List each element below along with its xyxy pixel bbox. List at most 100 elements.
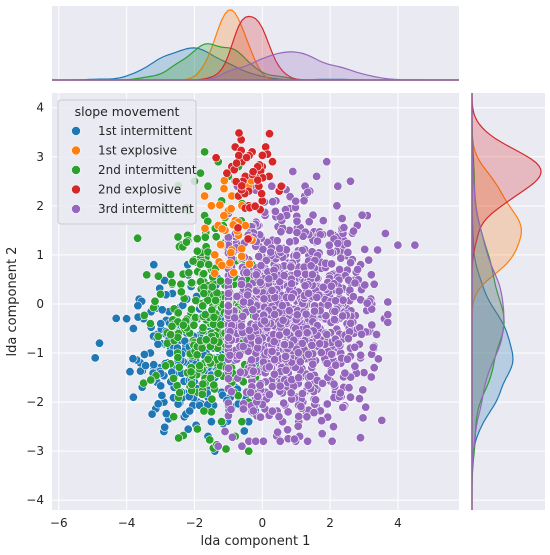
data-point [200, 223, 210, 233]
data-point [209, 380, 219, 390]
data-point [268, 197, 278, 207]
data-point [284, 306, 294, 316]
data-point [232, 158, 242, 168]
y-tick-label: 1 [36, 248, 44, 262]
y-tick-label: −4 [26, 493, 44, 507]
data-point [338, 402, 348, 412]
x-axis-label: lda component 1 [201, 534, 311, 549]
data-point [90, 353, 100, 363]
data-point [237, 181, 247, 191]
data-point [297, 338, 307, 348]
data-point [133, 301, 143, 311]
data-point [292, 228, 302, 238]
data-point [291, 196, 301, 206]
data-point [322, 358, 332, 368]
y-tick-label: −3 [26, 444, 44, 458]
data-point [393, 240, 403, 250]
data-point [238, 404, 248, 414]
x-tick-label: 0 [258, 516, 266, 530]
data-point [229, 268, 239, 278]
data-point [342, 238, 352, 248]
data-point [141, 361, 151, 371]
data-point [242, 268, 252, 278]
data-point [251, 436, 261, 446]
data-point [361, 402, 371, 412]
data-point [203, 354, 213, 364]
data-point [294, 373, 304, 383]
data-point [282, 327, 292, 337]
data-point [289, 434, 299, 444]
data-point [187, 278, 197, 288]
data-point [330, 296, 340, 306]
data-point [206, 407, 216, 417]
data-point [383, 297, 393, 307]
data-point [259, 316, 269, 326]
data-point [167, 278, 177, 288]
data-point [237, 417, 247, 427]
data-point [346, 318, 356, 328]
data-point [308, 359, 318, 369]
data-point [209, 312, 219, 322]
data-point [270, 355, 280, 365]
data-point [383, 317, 393, 327]
data-point [343, 247, 353, 257]
data-point [353, 264, 363, 274]
data-point [357, 210, 367, 220]
data-point [369, 363, 379, 373]
data-point [292, 250, 302, 260]
data-point [276, 227, 286, 237]
data-point [322, 399, 332, 409]
data-point [174, 433, 184, 443]
data-point [303, 288, 313, 298]
data-point [373, 354, 383, 364]
data-point [173, 352, 183, 362]
data-point [277, 301, 287, 311]
data-point [322, 157, 332, 167]
data-point [196, 168, 206, 178]
data-point [142, 270, 152, 280]
data-point [348, 226, 358, 236]
legend-item: 3rd intermittent [71, 202, 194, 216]
data-point [312, 236, 322, 246]
data-point [216, 320, 226, 330]
data-point [360, 280, 370, 290]
data-point [275, 277, 285, 287]
data-point [217, 260, 227, 270]
y-tick-label: −2 [26, 395, 44, 409]
data-point [318, 282, 328, 292]
data-point [264, 390, 274, 400]
data-point [356, 350, 366, 360]
data-point [187, 304, 197, 314]
data-point [326, 281, 336, 291]
data-point [267, 346, 277, 356]
scatter-points [90, 128, 420, 456]
data-point [219, 184, 229, 194]
data-point [324, 240, 334, 250]
data-point [283, 407, 293, 417]
data-point [253, 175, 263, 185]
data-point [207, 394, 217, 404]
data-point [175, 388, 185, 398]
data-point [350, 278, 360, 288]
data-point [369, 279, 379, 289]
data-point [128, 323, 138, 333]
data-point [275, 244, 285, 254]
data-point [335, 264, 345, 274]
data-point [200, 191, 210, 201]
data-point [318, 216, 328, 226]
data-point [323, 300, 333, 310]
data-point [235, 350, 245, 360]
data-point [219, 211, 229, 221]
legend-marker [71, 204, 81, 214]
data-point [173, 232, 183, 242]
data-point [146, 375, 156, 385]
data-point [210, 268, 220, 278]
data-point [257, 150, 267, 160]
data-point [230, 313, 240, 323]
data-point [133, 233, 143, 243]
data-point [217, 224, 227, 234]
data-point [248, 366, 258, 376]
data-point [198, 301, 208, 311]
data-point [373, 245, 383, 255]
data-point [345, 176, 355, 186]
